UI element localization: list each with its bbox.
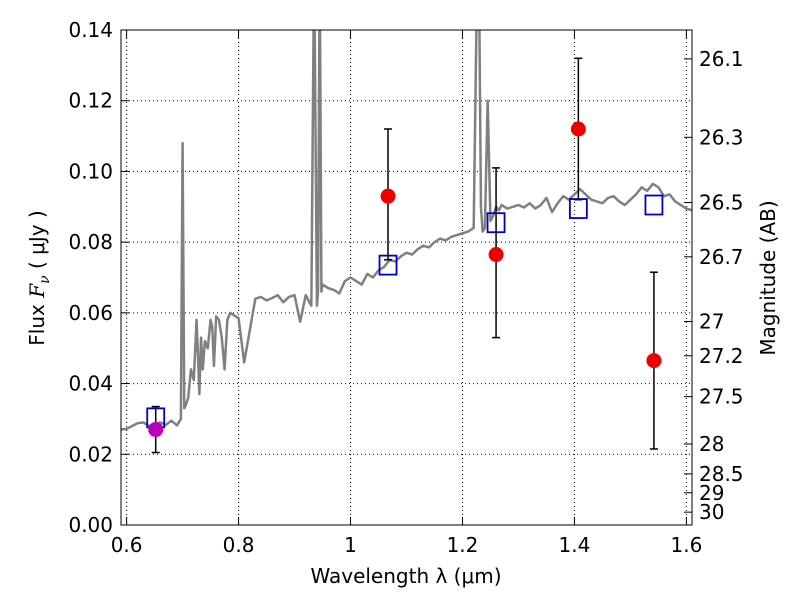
- x-tick-label: 0.6: [111, 533, 143, 557]
- observed-flux-point: [148, 422, 164, 438]
- right-axis-label: Magnitude (AB): [756, 200, 780, 355]
- y-tick-label: 0.14: [68, 18, 113, 42]
- x-axis-label: Wavelength λ (μm): [310, 564, 501, 588]
- spectrum-layer: [121, 30, 692, 431]
- x-tick-label: 1: [344, 533, 357, 557]
- y-tick-label: 0.10: [68, 159, 113, 183]
- magnitude-tick-label: 30: [699, 500, 724, 524]
- magnitude-tick-label: 26.5: [699, 191, 744, 215]
- y-tick-label: 0.04: [68, 372, 113, 396]
- magnitude-tick-label: 26.7: [699, 245, 744, 269]
- x-tick-label: 1.6: [670, 533, 702, 557]
- observed-flux-point: [380, 188, 396, 204]
- magnitude-tick-label: 29: [699, 481, 724, 505]
- magnitude-tick-label: 27.5: [699, 385, 744, 409]
- plot-background: [121, 30, 692, 525]
- ticks-layer: [121, 29, 692, 526]
- y-axis-label: Flux Fν ( μJy ): [25, 210, 53, 345]
- magnitude-tick-label: 27: [699, 310, 724, 334]
- x-tick-label: 1.2: [447, 533, 479, 557]
- model-photometry-square: [486, 212, 506, 234]
- model-photometry-square: [568, 198, 588, 219]
- magnitude-tick-label: 28.5: [699, 462, 744, 486]
- grid: [121, 29, 692, 526]
- x-tick-labels: 0.6 0.8 1 1.2 1.4 1.6: [111, 533, 703, 557]
- y-tick-label: 0.02: [68, 442, 113, 466]
- plot-frame: [120, 29, 693, 526]
- magnitude-tick-label: 26.1: [699, 47, 744, 71]
- point-layer: [148, 121, 662, 438]
- magnitude-tick-label: 27.2: [699, 344, 744, 368]
- magnitude-tick-label: 26.3: [699, 125, 744, 149]
- observed-flux-point: [570, 121, 586, 137]
- y-tick-label: 0.00: [68, 513, 113, 537]
- y-tick-label: 0.06: [68, 301, 113, 325]
- x-tick-label: 0.8: [223, 533, 255, 557]
- model-photometry-square: [644, 194, 664, 216]
- y-tick-label: 0.08: [68, 230, 113, 254]
- y-tick-labels: 0.00 0.02 0.04 0.06 0.08 0.10 0.12 0.14: [68, 18, 113, 537]
- magnitude-tick-label: 28: [699, 432, 724, 456]
- observed-flux-point: [646, 353, 662, 369]
- y-tick-label: 0.12: [68, 89, 113, 113]
- model-photometry-square: [378, 254, 398, 276]
- model-spectrum-line: [121, 30, 692, 431]
- x-tick-label: 1.4: [559, 533, 591, 557]
- observed-flux-point: [488, 247, 504, 263]
- square-layer: [146, 194, 664, 429]
